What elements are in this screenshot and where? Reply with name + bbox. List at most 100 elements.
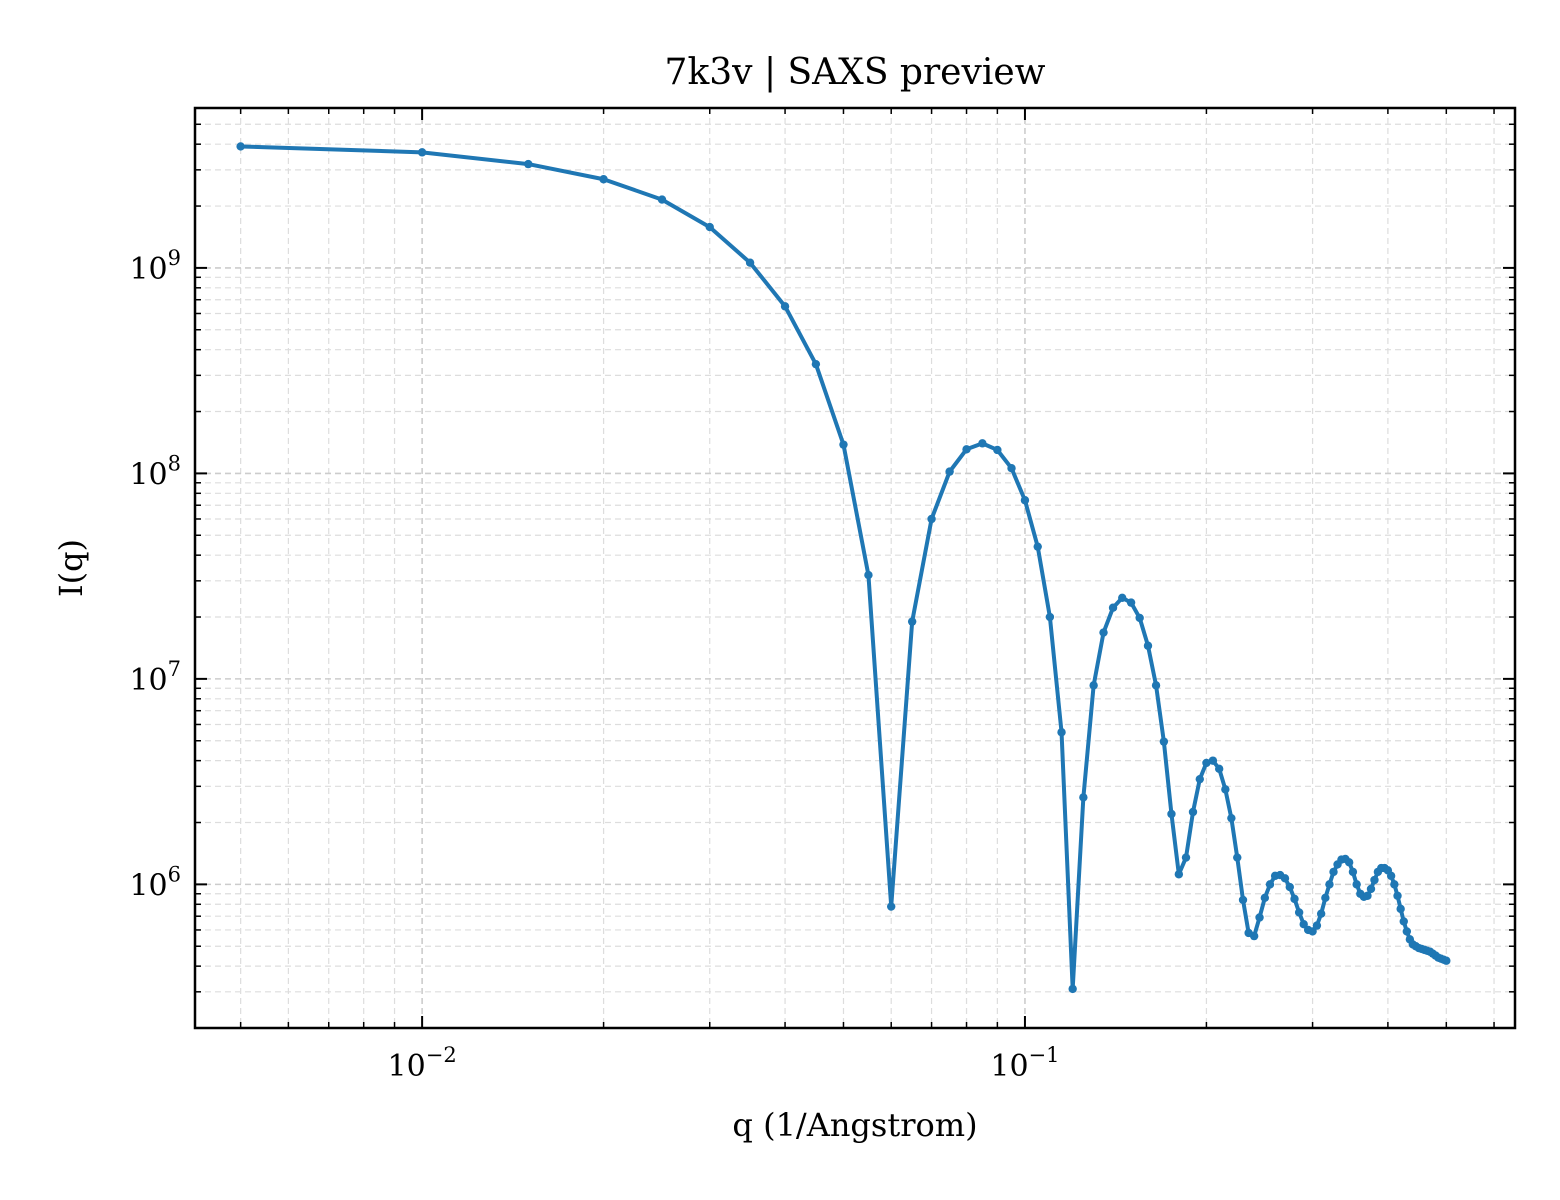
x-axis-label: q (1/Angstrom) [732, 1106, 977, 1144]
series-line [238, 144, 1449, 991]
data-point [1348, 867, 1358, 877]
grid [195, 107, 1515, 1029]
data-point [887, 902, 896, 911]
data-point [927, 514, 936, 524]
data-point [1233, 853, 1242, 862]
plot-frame [193, 106, 1517, 1030]
data-point [1260, 893, 1270, 903]
data-point [1390, 880, 1399, 889]
data-point [1208, 756, 1218, 765]
data-point [1290, 894, 1299, 904]
data-point [1386, 871, 1396, 881]
data-point [1316, 909, 1326, 918]
series-layer [236, 142, 1451, 994]
data-point [1089, 681, 1098, 690]
data-point [599, 175, 608, 184]
tick-base: 10 [129, 457, 167, 492]
data-point [1396, 904, 1405, 914]
data-point [524, 159, 533, 169]
data-point [745, 258, 755, 267]
data-point [1181, 853, 1191, 862]
data-point [1285, 882, 1294, 892]
data-point [705, 222, 714, 232]
tick-base: 10 [388, 1049, 426, 1084]
data-point [657, 195, 667, 204]
data-point [1280, 874, 1290, 883]
data-point [1221, 785, 1230, 794]
data-point [1033, 542, 1042, 551]
data-point [1399, 917, 1408, 926]
y-tick-label: 108 [129, 451, 181, 492]
data-point [1108, 603, 1118, 612]
data-point [1227, 813, 1236, 823]
data-point [1068, 984, 1077, 994]
data-point [978, 439, 987, 448]
data-point [1312, 921, 1322, 930]
y-tick-label: 106 [129, 862, 181, 903]
data-point [1366, 884, 1376, 894]
data-point [1195, 774, 1204, 784]
data-point [1188, 807, 1198, 817]
tick-exponent: 6 [168, 862, 181, 886]
data-point [993, 445, 1002, 455]
y-axis-label: I(q) [52, 539, 90, 597]
data-point [1118, 593, 1127, 603]
data-point [1007, 463, 1016, 473]
data-point [1057, 728, 1066, 737]
tick-base: 10 [990, 1049, 1028, 1084]
data-point [1249, 931, 1259, 941]
data-point [1020, 496, 1030, 505]
data-point [780, 302, 790, 311]
data-point [1151, 681, 1161, 690]
chart-title: 7k3v | SAXS preview [665, 52, 1046, 93]
data-point [811, 359, 821, 369]
data-point [1442, 956, 1451, 965]
tick-exponent: −2 [426, 1043, 457, 1067]
data-point [1159, 737, 1169, 746]
data-point [907, 617, 917, 626]
tick-base: 10 [129, 663, 167, 698]
tick-exponent: 9 [168, 246, 181, 270]
data-point [1135, 613, 1144, 623]
data-point [1238, 895, 1248, 905]
data-point [1045, 612, 1055, 622]
data-point [1308, 927, 1317, 936]
data-point [1299, 920, 1308, 929]
y-tick-label: 107 [129, 657, 181, 698]
data-point [1167, 809, 1176, 819]
data-point [1329, 867, 1338, 877]
data-point [1079, 793, 1088, 802]
x-tick-label: 10−2 [388, 1043, 457, 1084]
data-point [945, 467, 954, 476]
data-point [864, 570, 873, 580]
data-point [1344, 858, 1354, 867]
ticks [195, 107, 1515, 1029]
data-point [1099, 628, 1108, 637]
data-point [1143, 641, 1153, 650]
x-tick-label: 10−1 [990, 1043, 1059, 1084]
tick-exponent: 8 [168, 451, 181, 475]
data-point [1294, 908, 1304, 917]
data-point [1214, 764, 1224, 774]
data-point [1265, 880, 1275, 889]
data-point [1363, 891, 1372, 900]
tick-base: 10 [129, 252, 167, 287]
data-point [1352, 880, 1361, 889]
tick-base: 10 [129, 868, 167, 903]
y-tick-label: 109 [129, 246, 181, 287]
data-point [1402, 927, 1412, 936]
data-point [1393, 891, 1402, 900]
data-point [1174, 870, 1184, 879]
tick-exponent: 7 [168, 657, 181, 681]
data-point [1370, 875, 1379, 885]
data-point [417, 148, 427, 157]
tick-exponent: −1 [1029, 1043, 1060, 1067]
data-point [1126, 598, 1136, 607]
data-point [236, 142, 245, 151]
data-point [839, 440, 848, 449]
data-point [1325, 880, 1334, 889]
data-point [962, 445, 971, 454]
data-point [1321, 893, 1330, 903]
